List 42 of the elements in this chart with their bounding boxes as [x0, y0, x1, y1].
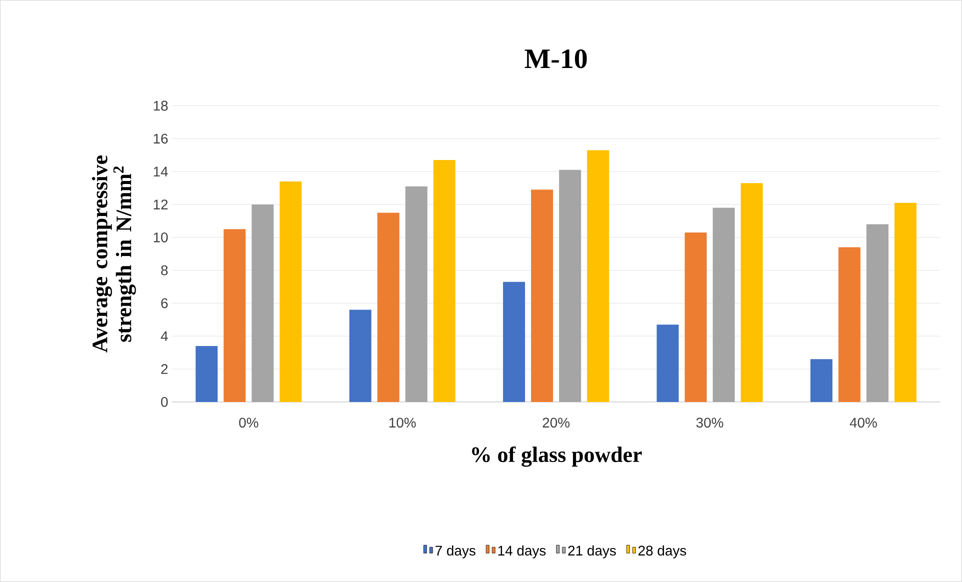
x-tick-label: 10% — [389, 418, 416, 428]
y-tick-label: 16 — [154, 134, 168, 144]
bar — [866, 224, 888, 402]
y-tick-label: 8 — [161, 265, 168, 276]
bar — [224, 229, 246, 402]
bar — [656, 324, 679, 402]
x-tick-label: 30% — [696, 418, 724, 428]
bar — [503, 282, 526, 402]
bar — [349, 310, 372, 402]
legend-label: 28 days — [638, 545, 686, 558]
y-tick-label: 10 — [154, 232, 168, 242]
x-tick-label: 40% — [850, 418, 877, 428]
bar — [280, 182, 302, 402]
bar — [810, 359, 832, 402]
y-tick-label: 14 — [154, 166, 168, 176]
bar — [587, 150, 610, 402]
bar — [531, 190, 554, 402]
bar — [433, 160, 456, 402]
bar — [894, 202, 916, 402]
chart-title: M-10 — [524, 50, 587, 68]
bar — [740, 183, 763, 402]
x-tick-label: 20% — [542, 418, 570, 428]
bar — [559, 170, 582, 402]
legend-label: 7 days — [436, 545, 476, 558]
y-tick-label: 6 — [161, 298, 168, 308]
y-tick-label: 12 — [154, 200, 168, 210]
y-tick-label: 0 — [161, 397, 168, 408]
bar — [838, 247, 860, 402]
bar — [684, 232, 707, 402]
x-axis-title: % of glass powder — [472, 446, 642, 467]
bar — [196, 346, 218, 402]
x-tick-label: 0% — [239, 418, 258, 428]
y-tick-label: 4 — [160, 331, 168, 342]
y-tick-label: 2 — [161, 364, 168, 374]
legend-label: 14 days — [498, 545, 546, 558]
y-axis-title: Average compressive strength in N/mm$^{2}$ — [92, 156, 136, 353]
y-tick-label: 18 — [154, 100, 168, 111]
bar — [712, 208, 735, 402]
legend-label: 21 days — [568, 545, 616, 558]
bar — [377, 212, 400, 402]
bar — [405, 186, 428, 402]
bar — [252, 204, 274, 402]
